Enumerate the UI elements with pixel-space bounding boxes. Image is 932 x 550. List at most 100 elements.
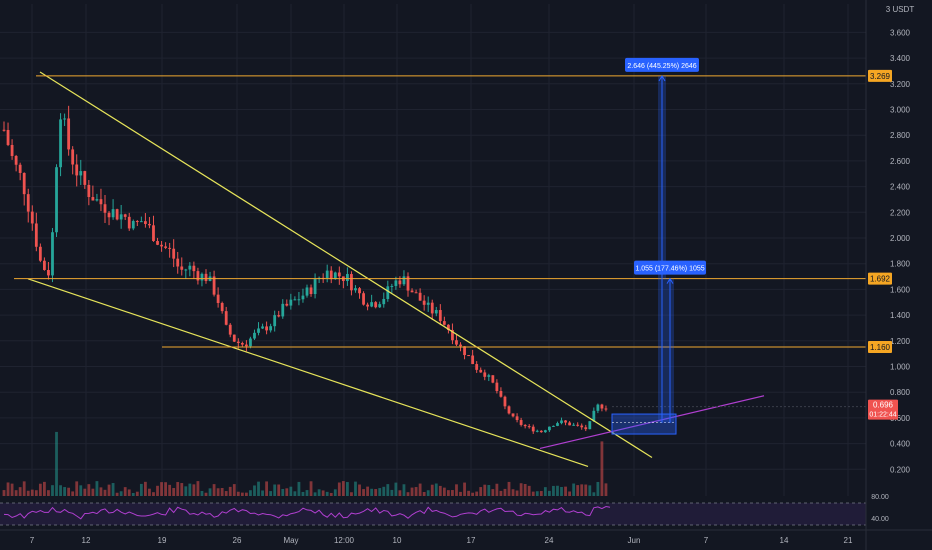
candle-body xyxy=(386,286,390,299)
volume-bar xyxy=(410,487,414,496)
drawings[interactable] xyxy=(14,71,866,468)
candle-body xyxy=(358,288,361,294)
volume-bar xyxy=(543,487,547,496)
volume-bar xyxy=(224,491,228,496)
volume-bar xyxy=(184,486,188,496)
volume-bar xyxy=(38,483,42,496)
candle-body xyxy=(180,266,184,270)
volume-bar xyxy=(374,489,378,496)
volume-bar xyxy=(584,484,588,496)
candle-body xyxy=(527,426,531,428)
measure-label: 1.055 (177.46%) 1055 xyxy=(635,266,704,273)
volume-bar xyxy=(135,491,139,496)
candle-body xyxy=(285,303,289,306)
candle-body xyxy=(596,404,600,411)
volume-bar xyxy=(139,483,143,496)
volume-bar xyxy=(99,487,103,496)
candle-body xyxy=(309,287,313,295)
candle-body xyxy=(184,269,188,271)
volume-bar xyxy=(564,486,567,496)
candle-body xyxy=(156,241,159,245)
candle-body xyxy=(192,265,196,272)
volume-bar xyxy=(560,486,563,496)
candle-body xyxy=(398,280,402,285)
volume-bar xyxy=(418,483,422,496)
candle-body xyxy=(426,302,430,305)
x-tick-label: 17 xyxy=(467,536,476,545)
candle-body xyxy=(556,423,559,426)
volume-bar xyxy=(346,482,349,496)
candle-body xyxy=(18,164,22,173)
price-level-badge xyxy=(868,69,892,82)
candle-body xyxy=(507,406,511,414)
candle-body xyxy=(414,292,418,294)
candle-body xyxy=(224,311,228,325)
volume-bar xyxy=(406,492,410,496)
volume-bar xyxy=(350,492,353,496)
volume-bar xyxy=(59,485,62,496)
volume-bar xyxy=(123,487,127,496)
volume-bar xyxy=(471,492,475,496)
candle-body xyxy=(350,274,353,291)
candle-body xyxy=(564,420,567,423)
volume-bar xyxy=(438,485,442,496)
y-tick-label: 1.400 xyxy=(890,311,911,320)
volume-bar xyxy=(297,481,301,496)
candle-body xyxy=(584,427,588,430)
volume-bar xyxy=(75,481,79,496)
volume-bar xyxy=(503,488,507,496)
x-tick-label: Jun xyxy=(628,536,641,545)
current-price-badge xyxy=(868,399,898,420)
volume-bar xyxy=(382,486,386,496)
countdown-label: 01:22:44 xyxy=(869,412,896,419)
volume-bar xyxy=(366,486,369,496)
volume-bar xyxy=(79,485,83,496)
volume-bar xyxy=(240,492,244,496)
y-tick-label: 3.200 xyxy=(890,80,911,89)
volume-bar xyxy=(386,484,390,496)
volume-bar xyxy=(451,490,454,496)
volume-bar xyxy=(422,491,426,496)
x-tick-label: 21 xyxy=(844,536,853,545)
volume-bar xyxy=(208,488,212,496)
candle-body xyxy=(123,214,127,217)
currency-label: 3 USDT xyxy=(886,5,915,14)
candle-body xyxy=(168,247,172,249)
candle-body xyxy=(240,342,244,345)
y-tick-label: 0.200 xyxy=(890,465,911,474)
candle-body xyxy=(442,321,446,325)
volume-bar xyxy=(67,487,71,496)
candle-body xyxy=(346,274,349,282)
candle-body xyxy=(26,194,30,212)
candle-body xyxy=(131,221,135,229)
volume-bar xyxy=(358,484,361,496)
y-tick-label: 2.000 xyxy=(890,234,911,243)
candle-body xyxy=(216,294,220,303)
y-tick-label: 3.000 xyxy=(890,106,911,115)
volume-bar xyxy=(325,491,329,496)
candle-body xyxy=(83,171,87,185)
volume-bars xyxy=(2,431,608,496)
candle-body xyxy=(374,302,378,308)
candle-body xyxy=(499,391,503,397)
candle-body xyxy=(115,209,119,220)
candle-body xyxy=(479,369,483,373)
candle-body xyxy=(543,430,547,433)
volume-bar xyxy=(281,488,285,496)
candle-body xyxy=(75,164,79,176)
x-tick-label: 19 xyxy=(158,536,167,545)
candle-body xyxy=(604,408,608,410)
upper-trendline xyxy=(39,71,653,458)
candle-body xyxy=(333,272,337,280)
volume-bar xyxy=(511,489,515,496)
volume-bar xyxy=(228,486,232,496)
volume-bar xyxy=(535,491,539,496)
support-trendline xyxy=(539,395,765,450)
candle-body xyxy=(139,221,143,223)
volume-bar xyxy=(204,492,208,496)
candle-body xyxy=(487,375,491,377)
measurement-tools[interactable]: 2.646 (445.25%) 2646 1.055 (177.46%) 1055 xyxy=(611,57,706,435)
